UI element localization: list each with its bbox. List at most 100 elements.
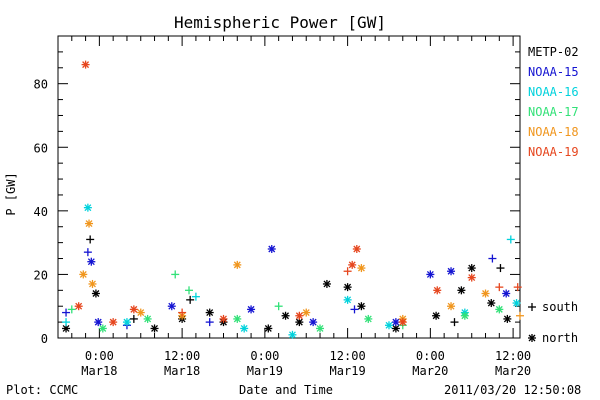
data-point-south — [186, 295, 195, 304]
data-point-north — [495, 305, 504, 314]
data-point-north — [98, 324, 107, 333]
data-point-north — [503, 314, 512, 323]
data-point-north — [62, 324, 71, 333]
data-point-south — [86, 235, 95, 244]
y-axis-title: P [GW] — [4, 172, 18, 215]
x-tick-date-label: Mar19 — [247, 364, 283, 378]
data-point-north — [460, 311, 469, 320]
data-point-north — [122, 318, 131, 327]
y-tick-label: 20 — [34, 268, 48, 282]
data-point-north — [247, 305, 256, 314]
y-axis-ticks: 0 20 40 60 80 — [34, 35, 520, 346]
data-point-north — [364, 314, 373, 323]
x-axis-title: Date and Time — [239, 383, 333, 397]
data-point-north — [205, 308, 214, 317]
data-point-south — [178, 308, 187, 317]
x-tick-date-label: Mar18 — [81, 364, 117, 378]
data-point-north — [447, 267, 456, 276]
data-point-north — [94, 318, 103, 327]
x-tick-label: 0:00 — [85, 349, 114, 363]
x-tick-date-label: Mar18 — [164, 364, 200, 378]
data-point-north — [467, 264, 476, 273]
plot-frame — [57, 35, 521, 339]
data-point-south — [205, 318, 214, 327]
data-point-north — [348, 260, 357, 269]
data-point-north — [433, 286, 442, 295]
chart-title: Hemispheric Power [GW] — [174, 13, 386, 32]
y-tick-label: 80 — [34, 78, 48, 92]
data-point-south — [62, 308, 71, 317]
data-point-north — [398, 318, 407, 327]
x-tick-label: 12:00 — [164, 349, 200, 363]
data-point-north — [352, 244, 361, 253]
data-point-north — [79, 270, 88, 279]
plot-credit: Plot: CCMC — [6, 383, 79, 397]
data-point-north — [143, 314, 152, 323]
x-tick-label: 12:00 — [495, 349, 531, 363]
data-point-north — [88, 279, 97, 288]
legend-item: NOAA-19 — [528, 145, 579, 159]
data-point-north — [447, 302, 456, 311]
y-tick-label: 40 — [34, 205, 48, 219]
data-point-north — [295, 311, 304, 320]
x-axis-ticks: 0:00Mar1812:00Mar180:00Mar1912:00Mar190:… — [57, 36, 531, 378]
y-tick-label: 60 — [34, 141, 48, 155]
data-series — [62, 60, 524, 339]
data-point-north — [85, 219, 94, 228]
legend-item: NOAA-18 — [528, 125, 579, 139]
legend: METP-02 NOAA-15 NOAA-16 NOAA-17 NOAA-18 NOAA-… — [528, 45, 579, 159]
x-tick-label: 12:00 — [330, 349, 366, 363]
legend-item: NOAA-17 — [528, 105, 579, 119]
y-tick-label: 0 — [41, 332, 48, 346]
data-point-north — [240, 324, 249, 333]
data-point-north — [512, 299, 521, 308]
data-point-south — [274, 302, 283, 311]
data-point-south — [506, 235, 515, 244]
data-point-north — [432, 311, 441, 320]
x-tick-date-label: Mar20 — [412, 364, 448, 378]
data-point-north — [167, 302, 176, 311]
series-noaa-18 — [79, 219, 524, 323]
data-point-north — [233, 314, 242, 323]
series-noaa-17 — [67, 270, 504, 333]
data-point-north — [481, 289, 490, 298]
data-point-south — [83, 248, 92, 257]
marker-legend-label: north — [542, 331, 578, 345]
data-point-north — [384, 321, 393, 330]
data-point-north — [129, 305, 138, 314]
series-noaa-19 — [74, 60, 522, 327]
data-point-north — [457, 286, 466, 295]
data-point-south — [496, 264, 505, 273]
marker-legend: south north — [528, 300, 578, 345]
x-tick-date-label: Mar20 — [495, 364, 531, 378]
legend-item: NOAA-16 — [528, 85, 579, 99]
data-point-north — [264, 324, 273, 333]
legend-item: NOAA-15 — [528, 65, 579, 79]
data-point-north — [467, 273, 476, 282]
data-point-north — [357, 302, 366, 311]
data-point-south — [129, 314, 138, 323]
series-noaa-15 — [62, 244, 511, 330]
data-point-north — [87, 257, 96, 266]
data-point-north — [136, 308, 145, 317]
data-point-north — [267, 244, 276, 253]
marker-legend-symbol — [528, 303, 536, 311]
plot-timestamp: 2011/03/20 12:50:08 — [444, 383, 582, 397]
data-point-south — [513, 283, 522, 292]
x-tick-label: 0:00 — [416, 349, 445, 363]
series-metp-02 — [62, 235, 512, 333]
data-point-north — [83, 203, 92, 212]
legend-item: METP-02 — [528, 45, 579, 59]
data-point-south — [350, 305, 359, 314]
data-point-south — [343, 267, 352, 276]
data-point-south — [62, 318, 71, 327]
data-point-north — [391, 318, 400, 327]
data-point-north — [426, 270, 435, 279]
data-point-north — [233, 260, 242, 269]
data-point-north — [487, 299, 496, 308]
data-point-south — [488, 254, 497, 263]
data-point-north — [357, 264, 366, 273]
marker-legend-symbol — [528, 334, 536, 342]
data-point-north — [74, 302, 83, 311]
